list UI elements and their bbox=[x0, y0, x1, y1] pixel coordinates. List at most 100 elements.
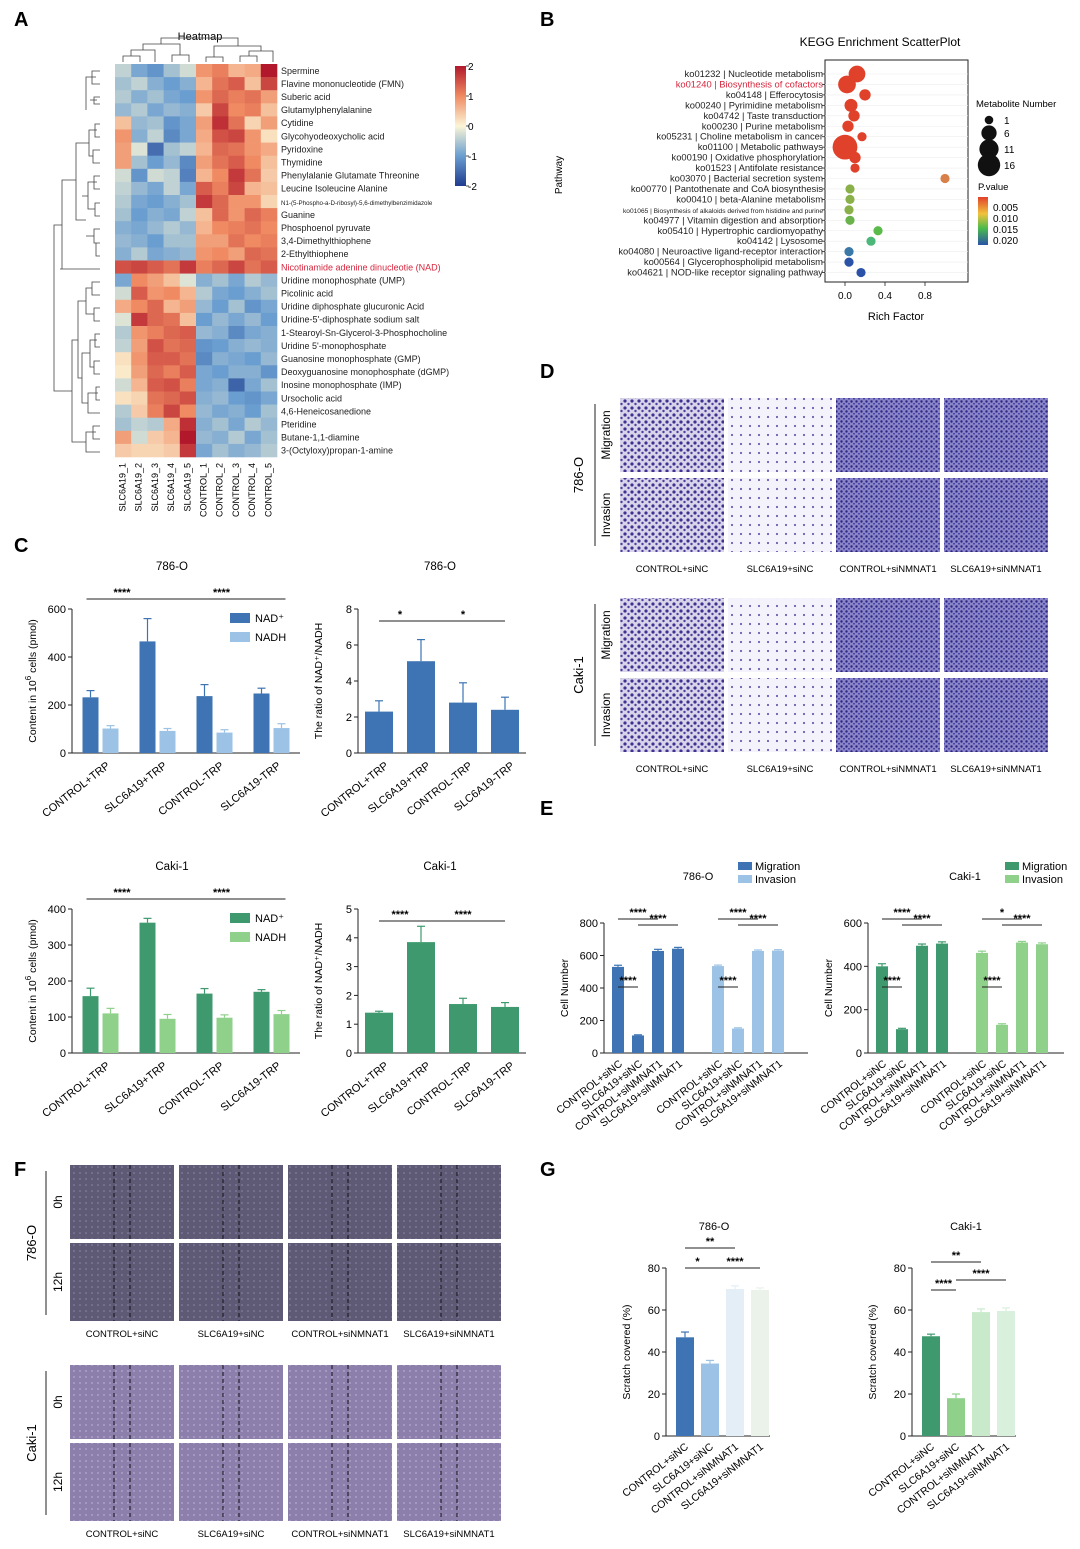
heatmap-cell bbox=[163, 116, 181, 130]
bar bbox=[652, 950, 664, 1053]
row-label: Migration bbox=[599, 610, 613, 659]
heatmap-cell bbox=[196, 286, 213, 301]
heatmap-cell bbox=[228, 417, 245, 432]
heatmap-cell bbox=[163, 365, 181, 379]
group-label: 786-O bbox=[24, 1225, 39, 1261]
microscopy-image bbox=[836, 598, 940, 672]
size-legend-title: Metabolite Number bbox=[976, 99, 1056, 110]
heatmap-cell bbox=[228, 404, 245, 418]
heatmap-cell bbox=[260, 142, 278, 156]
color-legend-label: 0.020 bbox=[993, 236, 1018, 247]
heatmap-cell bbox=[163, 142, 181, 156]
column-label: CONTROL+siNC bbox=[86, 1529, 159, 1540]
heatmap-cell bbox=[147, 142, 164, 156]
x-tick-label: 0.8 bbox=[918, 291, 932, 302]
heatmap-cell bbox=[212, 286, 229, 301]
bar bbox=[672, 948, 684, 1053]
significance-label: **** bbox=[649, 913, 667, 925]
heatmap-cell bbox=[131, 64, 148, 78]
heatmap-cell bbox=[163, 404, 181, 418]
heatmap-cell bbox=[196, 64, 213, 78]
significance-label: **** bbox=[972, 1268, 990, 1280]
heatmap-cell bbox=[244, 273, 262, 287]
y-axis-label: Content in 106 cells (pmol) bbox=[24, 919, 39, 1043]
heatmap-cell bbox=[228, 234, 245, 248]
heatmap-cell bbox=[179, 64, 197, 78]
heatmap-cell bbox=[228, 312, 245, 327]
bar bbox=[139, 641, 156, 753]
heatmap-cell bbox=[147, 64, 164, 78]
heatmap-cell bbox=[196, 234, 213, 248]
heatmap-cell bbox=[212, 404, 229, 418]
heatmap-cell bbox=[244, 391, 262, 405]
heatmap-row-label: 3-(Octyloxy)propan-1-amine bbox=[281, 446, 393, 456]
heatmap-cell bbox=[115, 64, 132, 78]
heatmap-row-label: Picolinic acid bbox=[281, 289, 333, 299]
heatmap-cell bbox=[244, 103, 262, 117]
heatmap-row-label: Glycohyodeoxycholic acid bbox=[281, 131, 385, 141]
column-label: CONTROL+siNMNAT1 bbox=[291, 1329, 388, 1340]
bar bbox=[82, 996, 99, 1053]
heatmap-cell bbox=[244, 352, 262, 366]
heatmap-cell bbox=[196, 208, 213, 222]
heatmap-cell bbox=[244, 260, 262, 274]
kegg-pathway-label: ko00240 | Pyrimidine metabolism bbox=[685, 99, 823, 110]
row-label: 12h bbox=[51, 1472, 65, 1492]
group-label: Caki-1 bbox=[24, 1424, 39, 1462]
heatmap-cell bbox=[115, 352, 132, 366]
y-tick-label: 20 bbox=[648, 1389, 660, 1401]
heatmap-cell bbox=[212, 378, 229, 392]
heatmap-cell bbox=[115, 299, 132, 314]
significance-label: ** bbox=[706, 1236, 715, 1248]
y-tick-label: 0 bbox=[856, 1048, 862, 1060]
microscopy-image bbox=[944, 598, 1048, 672]
kegg-pathway-label: ko05231 | Choline metabolism in cancer bbox=[656, 131, 823, 142]
heatmap-cell bbox=[147, 181, 164, 196]
heatmap-cell bbox=[179, 378, 197, 392]
heatmap-cell bbox=[147, 195, 164, 209]
kegg-pathway-label: ko04977 | Vitamin digestion and absorpti… bbox=[644, 214, 823, 225]
heatmap-cell bbox=[131, 77, 148, 91]
legend-swatch bbox=[230, 632, 250, 642]
heatmap-cell bbox=[131, 365, 148, 379]
heatmap-cell bbox=[244, 168, 262, 183]
heatmap-cell bbox=[260, 64, 278, 78]
kegg-plot-frame bbox=[824, 59, 969, 283]
heatmap-cell bbox=[212, 155, 229, 170]
heatmap-row-label: Pyridoxine bbox=[281, 144, 323, 154]
size-legend-label: 16 bbox=[1004, 161, 1016, 172]
y-tick-label: 0 bbox=[60, 1048, 66, 1060]
heatmap-cell bbox=[228, 155, 245, 170]
y-tick-label: 4 bbox=[346, 933, 352, 945]
heatmap-cell bbox=[179, 326, 197, 340]
panel-letter-d: D bbox=[540, 361, 554, 383]
y-axis-label: The ratio of NAD⁺/NADH bbox=[313, 923, 325, 1039]
heatmap-cell bbox=[196, 142, 213, 156]
row-label: 0h bbox=[51, 1195, 65, 1208]
kegg-title: KEGG Enrichment ScatterPlot bbox=[800, 35, 961, 49]
heatmap-cell bbox=[196, 90, 213, 104]
bar bbox=[726, 1289, 744, 1436]
heatmap-row-label: Uridine 5'-monophosphate bbox=[281, 341, 386, 351]
heatmap-cell bbox=[244, 234, 262, 248]
heatmap-row-label: Uridine diphosphate glucuronic Acid bbox=[281, 302, 424, 312]
heatmap-cell bbox=[212, 103, 229, 117]
panel-letter-a: A bbox=[14, 9, 28, 31]
heatmap-cell bbox=[131, 260, 148, 274]
heatmap-cell bbox=[179, 221, 197, 235]
heatmap-row-label: 4,6-Heneicosanedione bbox=[281, 406, 371, 416]
kegg-point bbox=[850, 163, 860, 173]
y-tick-label: 2 bbox=[346, 990, 352, 1002]
heatmap-cell bbox=[228, 430, 245, 445]
heatmap-cell bbox=[179, 142, 197, 156]
bar bbox=[922, 1336, 940, 1436]
x-tick-label: 0.4 bbox=[878, 291, 892, 302]
heatmap-cell bbox=[212, 326, 229, 340]
heatmap-cell bbox=[131, 443, 148, 458]
heatmap-cell bbox=[179, 168, 197, 183]
heatmap-cell bbox=[260, 260, 278, 274]
heatmap-row-label: Flavine mononucleotide (FMN) bbox=[281, 79, 404, 89]
bar bbox=[896, 1029, 908, 1053]
heatmap-cell bbox=[115, 142, 132, 156]
heatmap-cell bbox=[196, 312, 213, 327]
